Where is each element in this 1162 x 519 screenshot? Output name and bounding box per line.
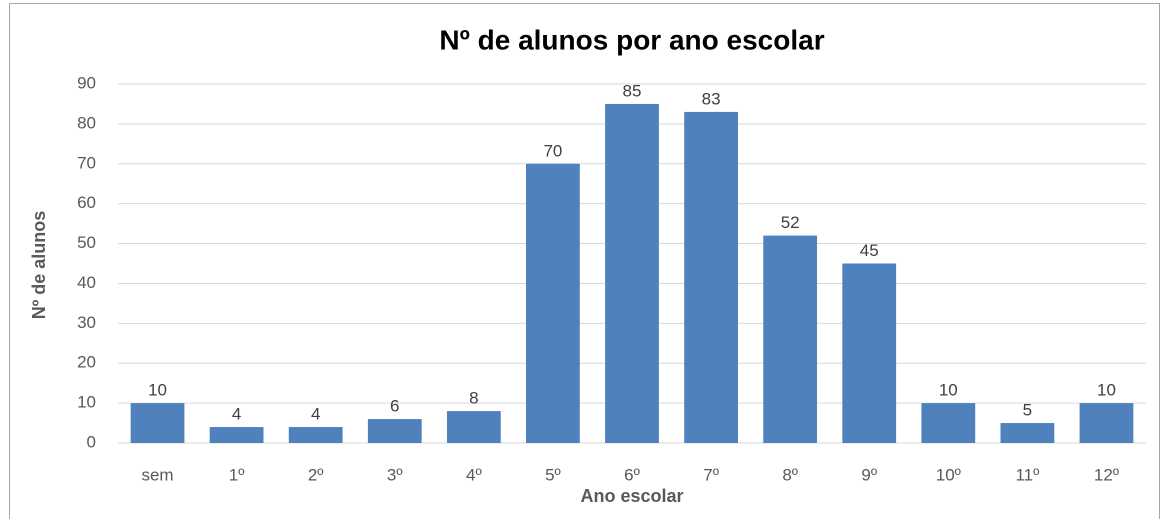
x-tick-label: sem bbox=[141, 465, 173, 484]
x-tick-label: 1º bbox=[229, 465, 245, 484]
x-tick-label: 11º bbox=[1015, 465, 1039, 484]
y-tick-label: 0 bbox=[87, 432, 96, 451]
y-tick-label: 70 bbox=[77, 153, 96, 172]
bar bbox=[526, 163, 580, 443]
x-tick-label: 2º bbox=[308, 465, 324, 484]
chart-title: Nº de alunos por ano escolar bbox=[439, 24, 824, 55]
x-tick-label: 12º bbox=[1094, 465, 1119, 484]
data-label: 8 bbox=[469, 389, 478, 408]
x-tick-label: 6º bbox=[624, 465, 640, 484]
y-tick-label: 90 bbox=[77, 73, 96, 92]
y-tick-label: 30 bbox=[77, 313, 96, 332]
data-label: 10 bbox=[1097, 381, 1116, 400]
y-tick-label: 10 bbox=[77, 393, 96, 412]
y-tick-label: 60 bbox=[77, 193, 96, 212]
y-tick-label: 50 bbox=[77, 233, 96, 252]
data-label: 85 bbox=[623, 81, 642, 100]
data-label: 83 bbox=[702, 89, 721, 108]
y-tick-label: 40 bbox=[77, 273, 96, 292]
data-label: 5 bbox=[1023, 401, 1032, 420]
bar bbox=[605, 103, 659, 443]
bar bbox=[367, 419, 422, 443]
bar bbox=[684, 111, 738, 443]
data-label: 4 bbox=[232, 405, 241, 424]
x-tick-label: 3º bbox=[387, 465, 403, 484]
data-label: 10 bbox=[939, 381, 958, 400]
bar bbox=[130, 403, 185, 443]
data-label: 10 bbox=[148, 381, 167, 400]
data-label: 4 bbox=[311, 405, 320, 424]
x-tick-label: 7º bbox=[703, 465, 719, 484]
data-label: 45 bbox=[860, 241, 879, 260]
y-tick-label: 20 bbox=[77, 353, 96, 372]
data-label: 6 bbox=[390, 397, 399, 416]
bar bbox=[446, 411, 501, 443]
bar bbox=[763, 235, 818, 443]
y-axis-title: Nº de alunos bbox=[29, 211, 49, 320]
bar bbox=[209, 427, 264, 443]
bar bbox=[921, 403, 976, 443]
x-axis-title: Ano escolar bbox=[580, 486, 683, 506]
chart-border bbox=[9, 3, 1160, 519]
bar bbox=[288, 427, 343, 443]
x-tick-label: 10º bbox=[936, 465, 961, 484]
data-label: 52 bbox=[781, 213, 800, 232]
bar bbox=[1000, 423, 1055, 443]
x-tick-label: 5º bbox=[545, 465, 561, 484]
data-label: 70 bbox=[543, 141, 562, 160]
y-tick-label: 80 bbox=[77, 113, 96, 132]
bar bbox=[842, 263, 897, 443]
bar bbox=[1079, 403, 1134, 443]
x-tick-label: 9º bbox=[861, 465, 877, 484]
x-tick-label: 4º bbox=[466, 465, 482, 484]
x-tick-label: 8º bbox=[782, 465, 798, 484]
